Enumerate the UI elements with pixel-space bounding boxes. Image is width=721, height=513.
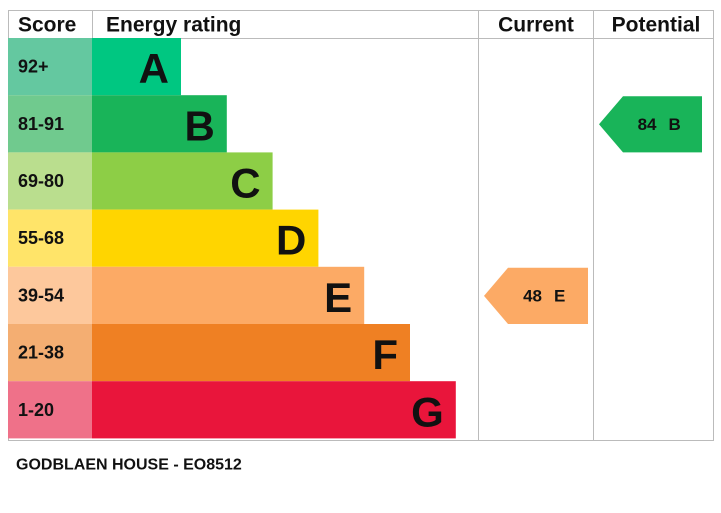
score-label: 69-80 — [18, 171, 64, 191]
rating-letter: F — [372, 331, 398, 378]
header-rating: Energy rating — [106, 14, 241, 37]
potential-letter: B — [669, 115, 681, 134]
rating-letter: E — [324, 274, 352, 321]
footer: GODBLAEN HOUSE - EO8512 — [16, 457, 242, 474]
rating-bar — [92, 266, 365, 324]
rating-bar — [92, 324, 410, 382]
score-cell — [8, 152, 92, 210]
score-label: 1-20 — [18, 400, 54, 420]
rating-bar — [92, 209, 319, 267]
score-label: 55-68 — [18, 228, 64, 248]
header-current: Current — [498, 14, 574, 37]
header-score: Score — [18, 14, 76, 37]
rating-bar — [92, 381, 456, 439]
rating-letter: B — [184, 102, 214, 149]
score-cell — [8, 324, 92, 382]
score-label: 92+ — [18, 57, 49, 77]
current-arrow — [484, 267, 588, 324]
rating-letter: C — [230, 160, 260, 207]
header-potential: Potential — [612, 14, 701, 37]
score-cell — [8, 381, 92, 439]
score-label: 81-91 — [18, 114, 64, 134]
rating-letter: G — [411, 388, 444, 435]
score-label: 39-54 — [18, 285, 64, 305]
rating-bar — [92, 152, 273, 210]
rating-bar — [92, 95, 227, 153]
score-label: 21-38 — [18, 343, 64, 363]
rating-letter: D — [276, 217, 306, 264]
score-cell — [8, 95, 92, 153]
potential-value: 84 — [638, 115, 657, 134]
score-cell — [8, 266, 92, 324]
score-cell — [8, 38, 92, 96]
potential-arrow — [599, 96, 702, 153]
rating-letter: A — [139, 45, 169, 92]
current-value: 48 — [523, 286, 542, 305]
current-letter: E — [554, 286, 565, 305]
rating-bar — [92, 38, 181, 96]
score-cell — [8, 209, 92, 267]
